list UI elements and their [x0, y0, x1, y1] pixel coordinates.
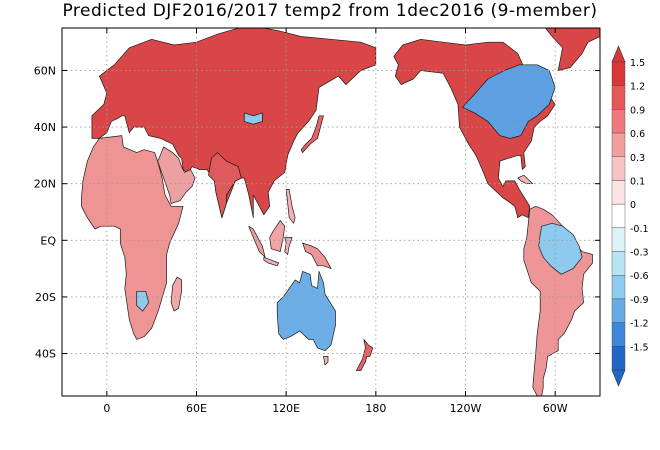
- region-canada-us-cold-anomaly: [462, 64, 556, 139]
- colorbar: 1.5 1.2 0.9 0.6 0.3 0.1 0 -0.1 -0.3 -0.6 -0.9 -1.2 -…: [611, 45, 649, 387]
- colorbar-label: 0.3: [630, 153, 645, 164]
- colorbar-swatch: [611, 322, 626, 347]
- map-title: Predicted DJF2016/2017 temp2 from 1dec20…: [62, 1, 598, 21]
- colorbar-label: -1.2: [630, 319, 649, 330]
- colorbar-swatch: [611, 346, 626, 371]
- region-india: [208, 152, 242, 219]
- colorbar-swatch: [611, 275, 626, 300]
- colorbar-swatch: [611, 227, 626, 252]
- lon-tick-label: 0: [103, 402, 110, 415]
- region-arabia: [157, 146, 196, 204]
- colorbar-label: -0.9: [630, 295, 649, 306]
- region-madagascar: [170, 276, 182, 312]
- colorbar-label: -1.5: [630, 342, 649, 353]
- region-japan: [300, 115, 324, 153]
- colorbar-label: -0.6: [630, 271, 649, 282]
- gridlines: [62, 28, 600, 396]
- region-cuba: [517, 174, 534, 185]
- colorbar-bottom-arrow: [611, 369, 626, 387]
- lat-tick-label: 20N: [34, 178, 56, 191]
- colorbar-top-arrow: [611, 45, 626, 63]
- lon-tick-label: 120W: [450, 402, 482, 415]
- lon-tick-label: 60W: [543, 402, 568, 415]
- colorbar-swatch: [611, 203, 626, 229]
- region-mongolia-cool-patch: [243, 112, 263, 125]
- region-sulawesi: [284, 237, 293, 255]
- lat-tick-label: EQ: [40, 234, 56, 247]
- axis-ticks: 60N 40N 20N EQ 20S 40S 0 60E 120E 180 120W 60W: [34, 28, 600, 415]
- region-australia: [276, 271, 336, 352]
- region-borneo: [269, 220, 286, 252]
- colorbar-swatch: [611, 180, 626, 205]
- lat-tick-label: 20S: [35, 291, 56, 304]
- region-philippines: [285, 189, 296, 224]
- colorbar-label: -0.3: [630, 248, 649, 259]
- land-regions: [81, 28, 600, 396]
- colorbar-label: 1.5: [630, 58, 645, 69]
- colorbar-swatch: [611, 109, 626, 134]
- lat-tick-label: 40N: [34, 121, 56, 134]
- colorbar-swatch: [611, 156, 626, 181]
- plot-frame: [61, 27, 601, 397]
- colorbar-label: -0.1: [630, 224, 649, 235]
- lon-tick-label: 60E: [186, 402, 207, 415]
- region-new-guinea: [302, 242, 332, 269]
- colorbar-label: 0.9: [630, 105, 645, 116]
- region-java: [263, 256, 280, 267]
- lon-tick-label: 180: [365, 402, 386, 415]
- colorbar-swatch: [611, 85, 626, 110]
- region-tasmania: [323, 356, 329, 366]
- colorbar-swatch: [611, 251, 626, 276]
- colorbar-label: 0: [630, 200, 636, 211]
- region-southern-africa-cool-patch: [136, 290, 150, 312]
- colorbar-label: 0.1: [630, 176, 645, 187]
- colorbar-swatch: [611, 298, 626, 323]
- colorbar-label: 1.2: [630, 82, 645, 93]
- colorbar-swatch: [611, 61, 626, 86]
- region-amazon-cool-anomaly: [538, 222, 583, 275]
- colorbar-swatch: [611, 132, 626, 157]
- region-new-zealand: [356, 339, 374, 371]
- region-greenland: [544, 28, 600, 71]
- colorbar-label: 0.6: [630, 129, 645, 140]
- lat-tick-label: 40S: [35, 348, 56, 361]
- lat-tick-label: 60N: [34, 64, 56, 77]
- region-sumatra: [248, 225, 266, 258]
- lon-tick-label: 120E: [272, 402, 300, 415]
